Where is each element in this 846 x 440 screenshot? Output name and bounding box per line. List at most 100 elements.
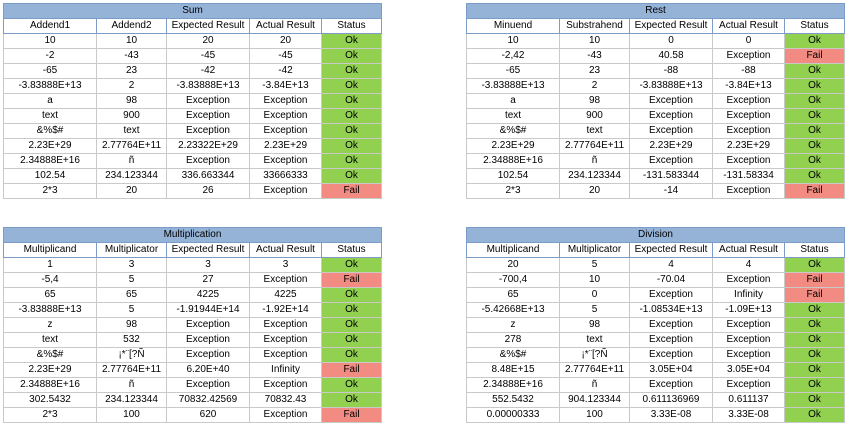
status-cell[interactable]: Ok: [784, 93, 845, 109]
rest-title[interactable]: Rest: [466, 3, 845, 19]
status-cell[interactable]: Ok: [321, 48, 382, 64]
table-cell[interactable]: text: [96, 123, 167, 139]
table-cell[interactable]: &%$#: [3, 347, 97, 363]
table-cell[interactable]: 2.77764E+11: [559, 138, 630, 154]
status-cell[interactable]: Fail: [784, 183, 845, 199]
table-cell[interactable]: 0: [712, 33, 785, 49]
table-cell[interactable]: 4: [712, 257, 785, 273]
table-cell[interactable]: 3: [166, 257, 250, 273]
table-cell[interactable]: z: [466, 317, 560, 333]
table-cell[interactable]: -88: [629, 63, 713, 79]
column-header[interactable]: Multiplicand: [466, 242, 560, 258]
table-cell[interactable]: 2: [559, 78, 630, 94]
table-cell[interactable]: -3.83888E+13: [3, 78, 97, 94]
table-cell[interactable]: 10: [3, 33, 97, 49]
table-cell[interactable]: -2: [3, 48, 97, 64]
table-cell[interactable]: 5: [96, 302, 167, 318]
table-cell[interactable]: 2: [96, 78, 167, 94]
table-cell[interactable]: 900: [96, 108, 167, 124]
table-cell[interactable]: Exception: [712, 108, 785, 124]
column-header[interactable]: Multiplicand: [3, 242, 97, 258]
status-cell[interactable]: Ok: [784, 257, 845, 273]
table-cell[interactable]: -131.58334: [712, 168, 785, 184]
table-cell[interactable]: Exception: [712, 317, 785, 333]
table-cell[interactable]: 2.23E+29: [712, 138, 785, 154]
table-cell[interactable]: 4: [629, 257, 713, 273]
status-cell[interactable]: Ok: [321, 108, 382, 124]
table-cell[interactable]: Exception: [166, 317, 250, 333]
status-cell[interactable]: Ok: [784, 153, 845, 169]
column-header[interactable]: Expected Result: [629, 18, 713, 34]
table-cell[interactable]: Exception: [629, 287, 713, 303]
table-cell[interactable]: Exception: [712, 48, 785, 64]
table-cell[interactable]: Infinity: [712, 287, 785, 303]
status-cell[interactable]: Ok: [784, 392, 845, 408]
column-header[interactable]: Substrahend: [559, 18, 630, 34]
status-cell[interactable]: Fail: [321, 407, 382, 423]
table-cell[interactable]: 2*3: [3, 407, 97, 423]
table-cell[interactable]: Exception: [249, 407, 322, 423]
table-cell[interactable]: 3.33E-08: [629, 407, 713, 423]
status-cell[interactable]: Fail: [784, 272, 845, 288]
status-cell[interactable]: Ok: [784, 63, 845, 79]
table-cell[interactable]: 3.05E+04: [629, 362, 713, 378]
table-cell[interactable]: 100: [96, 407, 167, 423]
table-cell[interactable]: 552.5432: [466, 392, 560, 408]
status-cell[interactable]: Ok: [784, 108, 845, 124]
table-cell[interactable]: -1.08534E+13: [629, 302, 713, 318]
table-cell[interactable]: 0.00000333: [466, 407, 560, 423]
table-cell[interactable]: &%$#: [3, 123, 97, 139]
table-cell[interactable]: 27: [166, 272, 250, 288]
table-cell[interactable]: Exception: [629, 347, 713, 363]
table-cell[interactable]: 102.54: [466, 168, 560, 184]
column-header[interactable]: Minuend: [466, 18, 560, 34]
table-cell[interactable]: Exception: [249, 183, 322, 199]
table-cell[interactable]: -45: [249, 48, 322, 64]
status-cell[interactable]: Ok: [321, 287, 382, 303]
table-cell[interactable]: -1.91944E+14: [166, 302, 250, 318]
table-cell[interactable]: 3: [249, 257, 322, 273]
status-cell[interactable]: Ok: [784, 168, 845, 184]
table-cell[interactable]: 2.34888E+16: [466, 153, 560, 169]
status-cell[interactable]: Ok: [784, 138, 845, 154]
table-cell[interactable]: ñ: [96, 377, 167, 393]
table-cell[interactable]: Exception: [166, 332, 250, 348]
table-cell[interactable]: 532: [96, 332, 167, 348]
table-cell[interactable]: 98: [96, 317, 167, 333]
status-cell[interactable]: Fail: [321, 183, 382, 199]
table-cell[interactable]: text: [466, 108, 560, 124]
table-cell[interactable]: 2.34888E+16: [3, 153, 97, 169]
status-cell[interactable]: Ok: [784, 332, 845, 348]
table-cell[interactable]: Exception: [166, 347, 250, 363]
table-cell[interactable]: Exception: [166, 153, 250, 169]
table-cell[interactable]: -65: [466, 63, 560, 79]
status-cell[interactable]: Ok: [321, 257, 382, 273]
table-cell[interactable]: 65: [466, 287, 560, 303]
table-cell[interactable]: 3.33E-08: [712, 407, 785, 423]
table-cell[interactable]: Exception: [712, 377, 785, 393]
table-cell[interactable]: 23: [96, 63, 167, 79]
table-cell[interactable]: ñ: [96, 153, 167, 169]
status-cell[interactable]: Fail: [784, 287, 845, 303]
table-cell[interactable]: 33666333: [249, 168, 322, 184]
table-cell[interactable]: 23: [559, 63, 630, 79]
table-cell[interactable]: -42: [166, 63, 250, 79]
table-cell[interactable]: Exception: [629, 317, 713, 333]
status-cell[interactable]: Ok: [784, 78, 845, 94]
table-cell[interactable]: Infinity: [249, 362, 322, 378]
table-cell[interactable]: ¡*¨[?Ñ: [559, 347, 630, 363]
table-cell[interactable]: -45: [166, 48, 250, 64]
table-cell[interactable]: 3: [96, 257, 167, 273]
table-cell[interactable]: 2.23322E+29: [166, 138, 250, 154]
table-cell[interactable]: Exception: [712, 153, 785, 169]
table-cell[interactable]: Exception: [249, 93, 322, 109]
table-cell[interactable]: -43: [559, 48, 630, 64]
table-cell[interactable]: 2*3: [3, 183, 97, 199]
table-cell[interactable]: 2.34888E+16: [3, 377, 97, 393]
table-cell[interactable]: Exception: [629, 123, 713, 139]
table-cell[interactable]: Exception: [249, 347, 322, 363]
status-cell[interactable]: Ok: [321, 317, 382, 333]
table-cell[interactable]: Exception: [249, 332, 322, 348]
table-cell[interactable]: 2.23E+29: [3, 362, 97, 378]
status-cell[interactable]: Ok: [784, 362, 845, 378]
